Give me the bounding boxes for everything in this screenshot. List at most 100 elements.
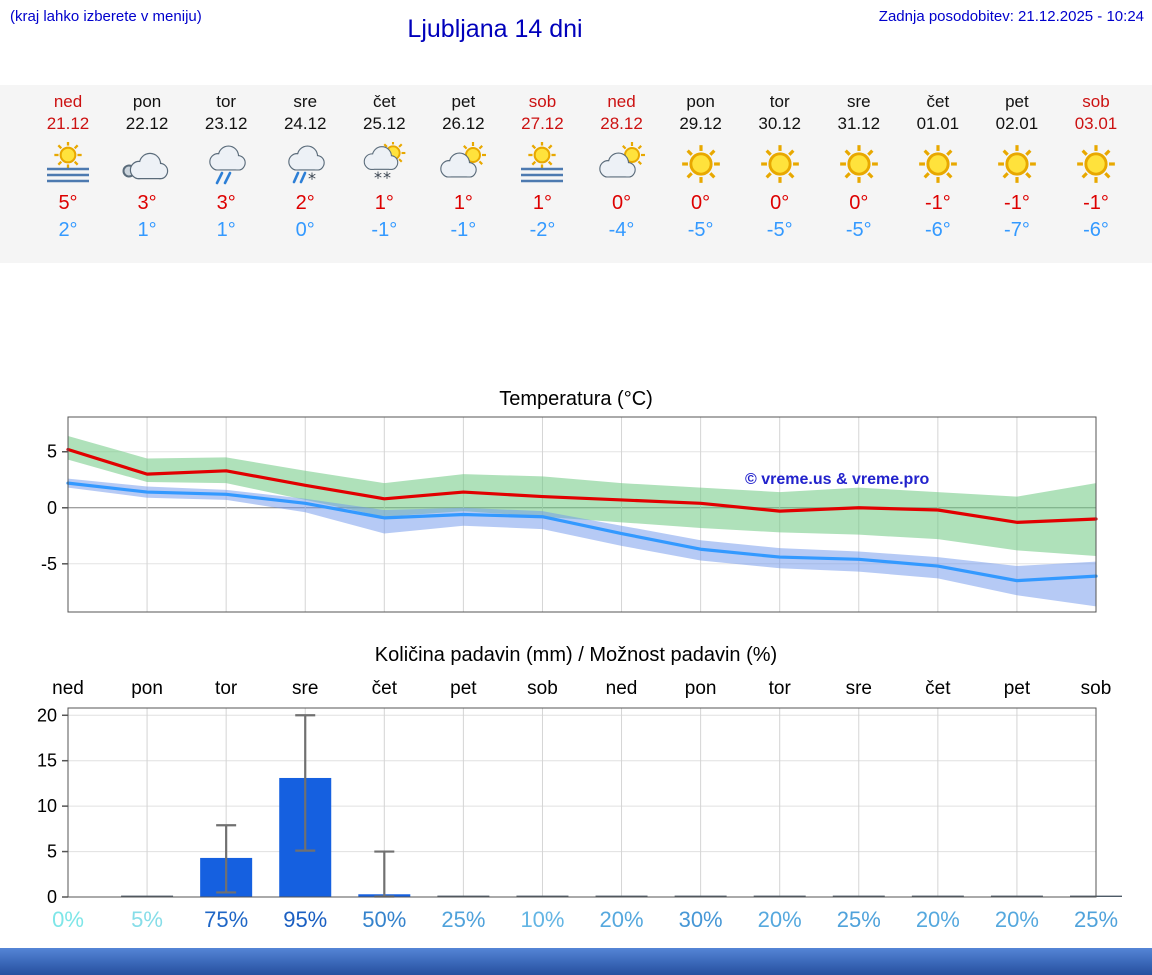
precip-bar	[121, 895, 174, 897]
day-name: sre	[293, 92, 318, 111]
last-update-timestamp: Zadnja posodobitev: 21.12.2025 - 10:24	[878, 8, 1144, 25]
day-name: čet	[926, 92, 950, 111]
sun-fog-icon	[40, 142, 96, 186]
day-name: sob	[528, 92, 557, 111]
temp-ytick-label: 0	[47, 498, 57, 518]
day-date: 22.12	[125, 114, 169, 133]
max-temp: 5°	[58, 192, 78, 214]
forecast-day-28.12[interactable]: ned 28.12 0° -4°	[582, 91, 661, 244]
sun-icon	[1068, 142, 1124, 186]
day-date: 01.01	[916, 114, 960, 133]
precip-ytick-label: 20	[37, 705, 57, 725]
min-temp: -4°	[608, 219, 635, 241]
min-temp: -2°	[529, 219, 556, 241]
forecast-day-03.01[interactable]: sob 03.01 -1° -6°	[1057, 91, 1136, 244]
forecast-day-25.12[interactable]: čet 25.12 1° -1°	[345, 91, 424, 244]
min-temp: -5°	[845, 219, 872, 241]
day-date: 03.01	[1074, 114, 1118, 133]
max-temp-line	[66, 447, 1098, 524]
max-temp: 0°	[611, 192, 632, 214]
max-temp: -1°	[924, 192, 951, 214]
forecast-day-02.01[interactable]: pet 02.01 -1° -7°	[977, 91, 1056, 244]
forecast-day-24.12[interactable]: sre 24.12 2° 0°	[266, 91, 345, 244]
watermark-link[interactable]: © vreme.us & vreme.pro	[745, 471, 930, 488]
footer-bar	[0, 948, 1152, 975]
day-date: 29.12	[679, 114, 722, 133]
forecast-strip: ned 21.12 5° 2° pon 22.12 3° 1° tor 23.12 3° 1° sre 2…	[0, 85, 1152, 263]
precip-day-label: ned	[52, 678, 84, 699]
precip-day-label: sob	[527, 678, 558, 699]
min-temp: -1°	[371, 219, 398, 241]
day-date: 31.12	[837, 114, 881, 133]
forecast-day-30.12[interactable]: tor 30.12 0° -5°	[740, 91, 819, 244]
day-name: sob	[1082, 92, 1110, 111]
precip-bar	[437, 895, 490, 897]
precip-day-label: sre	[846, 678, 872, 699]
precip-probability: 20%	[758, 907, 802, 932]
precip-probability: 5%	[131, 907, 163, 932]
min-temp: -7°	[1004, 219, 1030, 241]
day-name: sre	[846, 92, 871, 111]
precip-day-label: pon	[685, 678, 717, 699]
max-temp: 0°	[849, 192, 869, 214]
precip-day-label: tor	[769, 678, 792, 699]
precip-day-label: čet	[372, 678, 398, 699]
sun-icon	[831, 142, 887, 186]
precip-day-label: sre	[292, 678, 318, 699]
precip-day-label: sob	[1081, 678, 1112, 699]
page-title: Ljubljana 14 dni	[407, 15, 583, 43]
forecast-day-29.12[interactable]: pon 29.12 0° -5°	[661, 91, 740, 244]
cloud-sleet-icon	[277, 142, 333, 186]
max-temp: 3°	[216, 192, 236, 214]
precip-day-label: ned	[606, 678, 638, 699]
precip-bar	[990, 895, 1043, 897]
min-temp: 0°	[295, 219, 315, 241]
sun-icon	[752, 142, 808, 186]
day-name: čet	[372, 92, 396, 111]
menu-note: (kraj lahko izberete v meniju)	[10, 8, 202, 25]
day-name: ned	[607, 92, 636, 111]
day-name: tor	[216, 92, 237, 111]
forecast-day-26.12[interactable]: pet 26.12 1° -1°	[424, 91, 503, 244]
max-temp: 1°	[374, 192, 394, 214]
temp-ytick-label: -5	[41, 554, 57, 574]
day-date: 28.12	[600, 114, 643, 133]
min-temp: 1°	[137, 219, 157, 241]
precip-ytick-label: 10	[37, 796, 57, 816]
day-name: pet	[451, 92, 476, 111]
min-temp: -5°	[687, 219, 714, 241]
temperature-chart-title: Temperatura (°C)	[499, 388, 653, 410]
max-range-band	[68, 436, 1096, 556]
precip-day-label: tor	[215, 678, 238, 699]
forecast-day-31.12[interactable]: sre 31.12 0° -5°	[819, 91, 898, 244]
sun-cloud-icon	[594, 142, 650, 186]
precip-day-label: čet	[925, 678, 951, 699]
precip-probability: 20%	[995, 907, 1039, 932]
min-temp-line	[66, 481, 1098, 583]
forecast-day-21.12[interactable]: ned 21.12 5° 2°	[29, 91, 108, 244]
precip-probability: 20%	[916, 907, 960, 932]
forecast-day-27.12[interactable]: sob 27.12 1° -2°	[503, 91, 582, 244]
max-temp: -1°	[1004, 192, 1030, 214]
max-temp: 3°	[137, 192, 157, 214]
precip-probability: 25%	[1074, 907, 1118, 932]
sun-icon	[673, 142, 729, 186]
precip-day-label: pet	[450, 678, 477, 699]
temp-ytick-label: 5	[47, 442, 57, 462]
forecast-day-01.01[interactable]: čet 01.01 -1° -6°	[898, 91, 977, 244]
day-name: ned	[53, 92, 83, 111]
sun-icon	[910, 142, 966, 186]
sun-cloud-snow-icon	[356, 142, 412, 186]
precip-bar	[595, 895, 648, 897]
max-temp: 1°	[532, 192, 553, 214]
min-temp: 2°	[58, 219, 78, 241]
precip-probability: 75%	[204, 907, 248, 932]
forecast-day-22.12[interactable]: pon 22.12 3° 1°	[108, 91, 187, 244]
day-date: 27.12	[521, 114, 564, 133]
precip-probability: 20%	[600, 907, 644, 932]
min-temp: -5°	[766, 219, 793, 241]
forecast-day-23.12[interactable]: tor 23.12 3° 1°	[187, 91, 266, 244]
day-name: tor	[769, 92, 790, 111]
day-date: 23.12	[204, 114, 248, 133]
max-temp: 0°	[691, 192, 711, 214]
